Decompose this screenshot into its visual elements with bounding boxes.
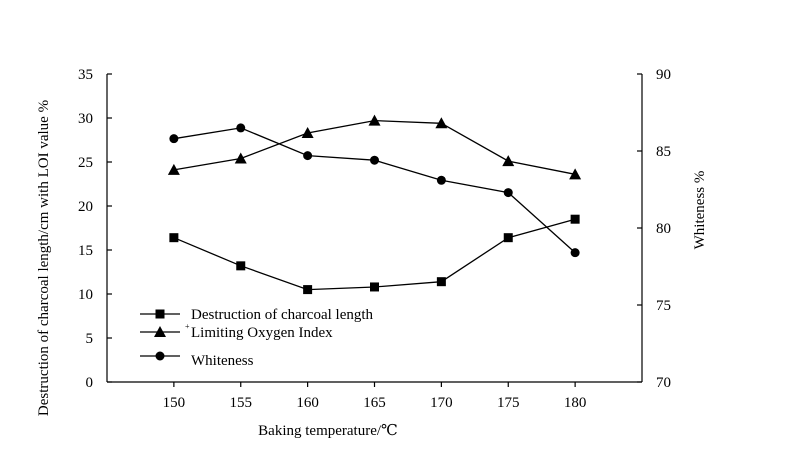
data-point-whiteness — [303, 151, 313, 161]
left-axis-title: Destruction of charcoal length/cm with L… — [36, 100, 52, 416]
data-point-charcoal — [236, 261, 246, 271]
legend-marker-charcoal — [155, 309, 165, 319]
data-point-whiteness — [236, 123, 246, 133]
right-axis-title: Whiteness % — [692, 171, 708, 250]
data-point-charcoal — [303, 285, 313, 295]
left-tick-label: 15 — [78, 243, 93, 259]
data-point-charcoal — [169, 233, 179, 243]
left-tick-label: 35 — [78, 67, 93, 83]
data-point-charcoal — [503, 233, 513, 243]
right-tick-label: 90 — [656, 67, 671, 83]
data-point-loi — [569, 168, 582, 180]
data-point-loi — [435, 117, 448, 129]
data-point-loi — [234, 152, 247, 164]
series-line-charcoal — [173, 218, 576, 291]
data-point-whiteness — [169, 134, 179, 144]
data-point-loi — [301, 126, 314, 138]
x-tick-label: 175 — [497, 395, 520, 411]
right-axis-ticks: 70 75 80 85 90 — [637, 67, 671, 391]
legend: Destruction of charcoal length + Limitin… — [140, 307, 374, 369]
x-tick-label: 160 — [296, 395, 319, 411]
x-tick-label: 180 — [564, 395, 587, 411]
data-point-whiteness — [570, 248, 580, 258]
right-tick-label: 70 — [656, 375, 671, 391]
left-tick-label: 25 — [78, 155, 93, 171]
x-tick-label: 155 — [230, 395, 253, 411]
legend-note: + — [185, 322, 190, 331]
left-tick-label: 5 — [86, 331, 94, 347]
left-axis-ticks: 0 5 10 15 20 25 30 35 — [78, 67, 112, 391]
legend-label-loi: Limiting Oxygen Index — [191, 325, 333, 341]
data-point-whiteness — [436, 175, 446, 185]
right-tick-label: 80 — [656, 221, 671, 237]
x-tick-label: 165 — [363, 395, 386, 411]
data-point-charcoal — [436, 277, 446, 287]
data-point-charcoal — [570, 214, 580, 224]
legend-marker-whiteness — [155, 351, 165, 361]
left-tick-label: 10 — [78, 287, 93, 303]
x-axis-ticks: 150 155 160 165 170 175 180 — [163, 382, 587, 411]
series-line-whiteness — [173, 127, 576, 254]
left-tick-label: 0 — [86, 375, 94, 391]
legend-marker-loi — [154, 326, 166, 337]
x-tick-label: 150 — [163, 395, 186, 411]
series-group — [167, 114, 582, 295]
data-point-loi — [502, 155, 515, 167]
left-tick-label: 30 — [78, 111, 93, 127]
x-tick-label: 170 — [430, 395, 453, 411]
right-tick-label: 85 — [656, 144, 671, 160]
data-point-loi — [167, 163, 180, 175]
legend-label-whiteness: Whiteness — [191, 353, 254, 369]
x-axis-title: Baking temperature/℃ — [258, 423, 398, 439]
right-tick-label: 75 — [656, 298, 671, 314]
data-point-loi — [368, 114, 381, 126]
data-point-whiteness — [503, 188, 513, 198]
data-point-whiteness — [370, 155, 379, 165]
left-tick-label: 20 — [78, 199, 93, 215]
data-point-charcoal — [370, 282, 379, 292]
legend-label-charcoal: Destruction of charcoal length — [191, 307, 374, 323]
